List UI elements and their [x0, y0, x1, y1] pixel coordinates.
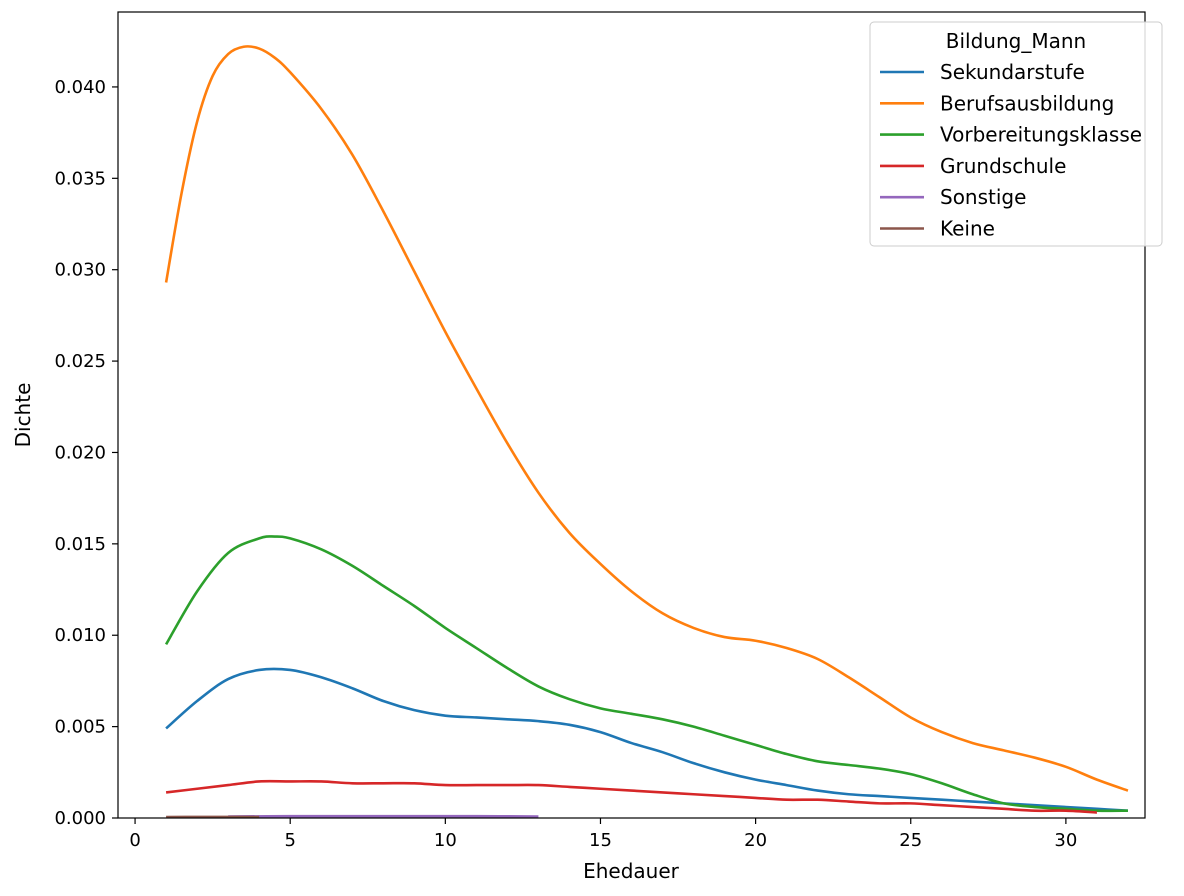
- x-tick-label: 15: [589, 830, 612, 851]
- x-axis-label: Ehedauer: [583, 859, 680, 883]
- legend-label-keine: Keine: [940, 217, 995, 241]
- x-tick-label: 10: [434, 830, 457, 851]
- legend: Bildung_Mann Sekundarstufe Berufsausbildu…: [869, 21, 1163, 247]
- y-axis-ticks: 0.000 0.005 0.010 0.015 0.020 0.025 0.030 0.035…: [54, 77, 118, 829]
- legend-title: Bildung_Mann: [946, 29, 1086, 53]
- legend-label-berufsausbildung: Berufsausbildung: [940, 91, 1114, 115]
- y-tick-label: 0.020: [54, 442, 106, 463]
- series-line-sekundarstufe: [165, 667, 1129, 812]
- y-tick-label: 0.005: [54, 717, 106, 738]
- y-tick-label: 0.025: [54, 351, 106, 372]
- series-line-vorbereitungsklasse: [164, 535, 1128, 813]
- y-tick-label: 0.040: [54, 77, 106, 98]
- y-tick-label: 0.010: [54, 625, 106, 646]
- series-line-grundschule: [165, 779, 1097, 814]
- y-axis-label: Dichte: [11, 383, 35, 448]
- y-tick-label: 0.015: [54, 534, 106, 555]
- x-tick-label: 5: [284, 830, 295, 851]
- x-tick-label: 25: [899, 830, 922, 851]
- legend-label-sonstige: Sonstige: [940, 185, 1026, 209]
- legend-label-grundschule: Grundschule: [940, 154, 1066, 178]
- y-tick-label: 0.000: [54, 808, 106, 829]
- series-line-berufsausbildung: [164, 45, 1129, 792]
- x-axis-ticks: 0 5 10 15 20 25 30: [129, 818, 1077, 851]
- x-tick-label: 30: [1054, 830, 1077, 851]
- plot-frame: [117, 11, 1146, 819]
- x-tick-label: 20: [744, 830, 767, 851]
- series-layer: [164, 45, 1129, 819]
- y-tick-label: 0.030: [54, 260, 106, 281]
- x-tick-label: 0: [129, 830, 140, 851]
- legend-label-sekundarstufe: Sekundarstufe: [940, 60, 1085, 84]
- y-tick-label: 0.035: [54, 168, 106, 189]
- legend-box: [869, 21, 1163, 247]
- legend-label-vorbereitungsklasse: Vorbereitungsklasse: [940, 123, 1142, 147]
- legend-entries: Sekundarstufe Berufsausbildung Vorbereitun…: [880, 60, 1142, 241]
